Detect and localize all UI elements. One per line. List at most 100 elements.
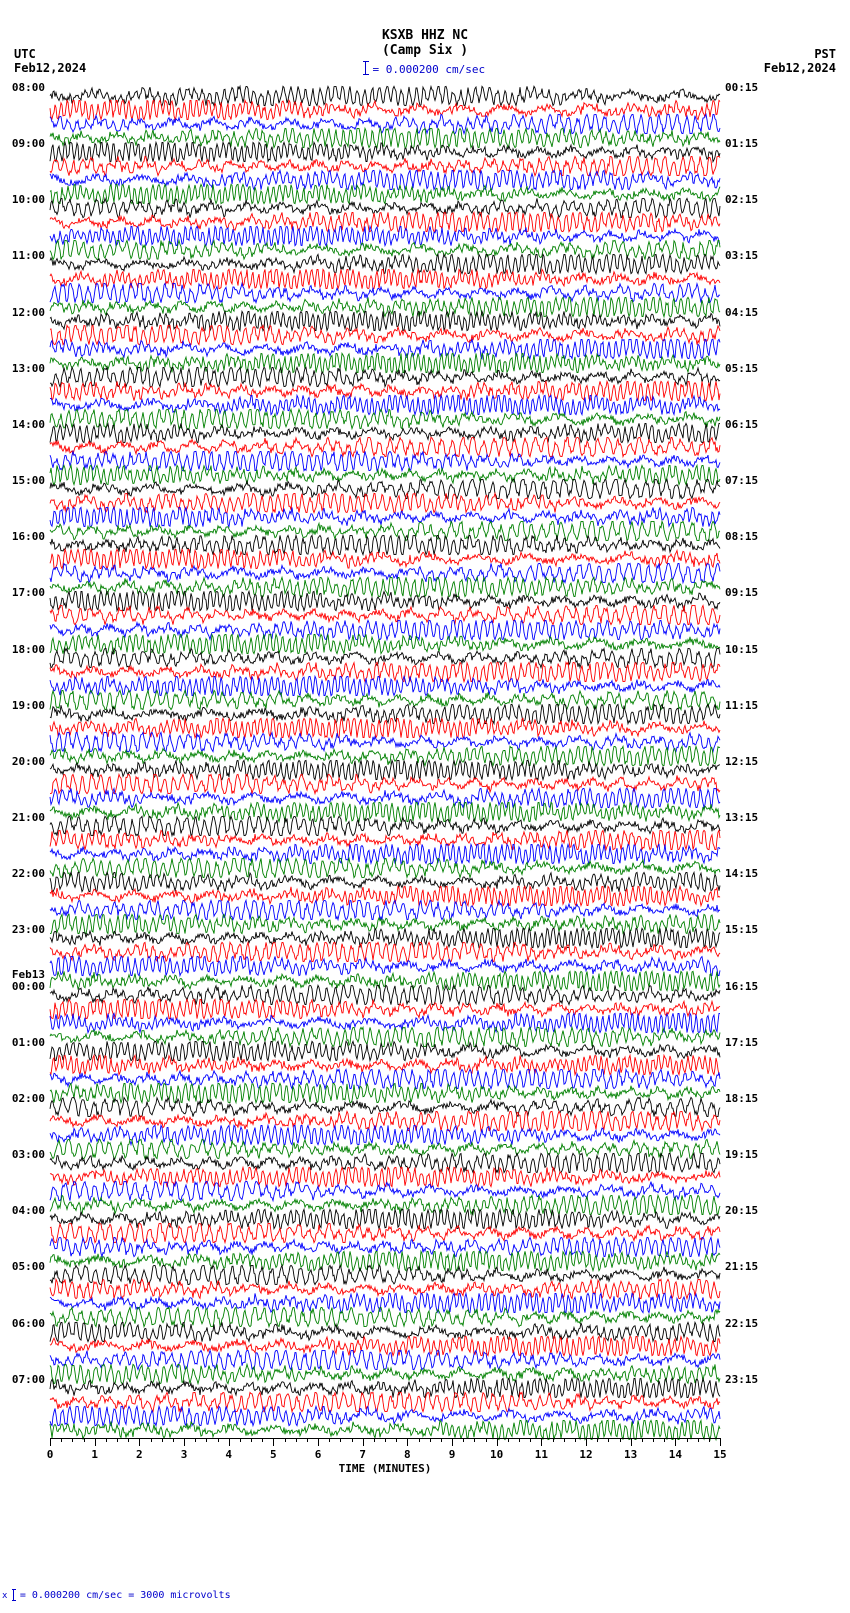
pst-time-label: 09:15: [725, 586, 758, 599]
pst-time-label: 18:15: [725, 1092, 758, 1105]
utc-time-label: 02:00: [12, 1092, 45, 1105]
x-tick-minor: [575, 1438, 576, 1442]
x-tick-minor: [620, 1438, 621, 1442]
x-tick: [631, 1438, 632, 1446]
utc-time-label: 10:00: [12, 193, 45, 206]
pst-time-label: 22:15: [725, 1317, 758, 1330]
x-tick: [675, 1438, 676, 1446]
utc-time-label: 14:00: [12, 418, 45, 431]
x-tick-minor: [206, 1438, 207, 1442]
x-tick-label: 3: [181, 1448, 188, 1461]
title-block: KSXB HHZ NC (Camp Six ): [0, 28, 850, 58]
x-tick-label: 13: [624, 1448, 637, 1461]
x-tick-minor: [84, 1438, 85, 1442]
pst-time-label: 08:15: [725, 530, 758, 543]
utc-time-label: 04:00: [12, 1204, 45, 1217]
tz-left-label: UTC: [14, 47, 86, 61]
trace-row: [50, 1420, 720, 1440]
station-code: KSXB HHZ NC: [0, 28, 850, 43]
utc-time-label: 16:00: [12, 530, 45, 543]
x-axis: TIME (MINUTES) 0123456789101112131415: [50, 1438, 720, 1478]
pst-time-label: 02:15: [725, 193, 758, 206]
pst-time-label: 00:15: [725, 81, 758, 94]
pst-time-label: 15:15: [725, 923, 758, 936]
x-tick: [720, 1438, 721, 1446]
x-tick-minor: [307, 1438, 308, 1442]
utc-time-label: 13:00: [12, 362, 45, 375]
x-tick-minor: [151, 1438, 152, 1442]
scale-text: = 0.000200 cm/sec: [373, 63, 486, 76]
pst-time-label: 06:15: [725, 418, 758, 431]
pst-time-label: 07:15: [725, 474, 758, 487]
footer-scale: x = 0.000200 cm/sec = 3000 microvolts: [2, 1589, 231, 1601]
seismogram-container: KSXB HHZ NC (Camp Six ) UTC Feb12,2024 P…: [0, 0, 850, 1613]
x-tick-minor: [374, 1438, 375, 1442]
x-tick-minor: [296, 1438, 297, 1442]
utc-time-label: 03:00: [12, 1148, 45, 1161]
x-tick: [95, 1438, 96, 1446]
footer-bar-icon: [13, 1589, 14, 1601]
x-tick: [229, 1438, 230, 1446]
x-tick-minor: [463, 1438, 464, 1442]
x-tick-label: 6: [315, 1448, 322, 1461]
utc-time-label: 11:00: [12, 249, 45, 262]
x-tick: [139, 1438, 140, 1446]
scale-indicator: = 0.000200 cm/sec: [0, 63, 850, 77]
x-tick-label: 9: [449, 1448, 456, 1461]
utc-time-label: 23:00: [12, 923, 45, 936]
x-tick-label: 14: [669, 1448, 682, 1461]
x-tick-minor: [664, 1438, 665, 1442]
pst-time-label: 19:15: [725, 1148, 758, 1161]
x-tick-minor: [385, 1438, 386, 1442]
x-tick-minor: [419, 1438, 420, 1442]
utc-time-label: 18:00: [12, 643, 45, 656]
x-tick-label: 2: [136, 1448, 143, 1461]
utc-time-label: 07:00: [12, 1373, 45, 1386]
x-tick-minor: [128, 1438, 129, 1442]
x-tick-label: 1: [91, 1448, 98, 1461]
x-tick-minor: [553, 1438, 554, 1442]
x-tick-minor: [441, 1438, 442, 1442]
x-tick-minor: [195, 1438, 196, 1442]
x-tick-minor: [106, 1438, 107, 1442]
x-tick-minor: [519, 1438, 520, 1442]
x-tick: [50, 1438, 51, 1446]
x-tick: [497, 1438, 498, 1446]
x-tick-minor: [61, 1438, 62, 1442]
x-tick-minor: [396, 1438, 397, 1442]
pst-time-label: 12:15: [725, 755, 758, 768]
utc-time-label: 08:00: [12, 81, 45, 94]
x-tick-label: 0: [47, 1448, 54, 1461]
utc-time-label: 17:00: [12, 586, 45, 599]
utc-time-label: 00:00: [12, 980, 45, 993]
x-tick-label: 12: [579, 1448, 592, 1461]
utc-time-label: 21:00: [12, 811, 45, 824]
x-tick-minor: [709, 1438, 710, 1442]
trace-line: [50, 1420, 720, 1439]
x-tick-minor: [530, 1438, 531, 1442]
x-tick-minor: [608, 1438, 609, 1442]
x-tick-minor: [285, 1438, 286, 1442]
x-tick-label: 8: [404, 1448, 411, 1461]
x-tick-label: 7: [359, 1448, 366, 1461]
x-tick: [273, 1438, 274, 1446]
utc-time-label: 06:00: [12, 1317, 45, 1330]
x-axis-title: TIME (MINUTES): [50, 1462, 720, 1475]
x-tick: [407, 1438, 408, 1446]
pst-time-label: 21:15: [725, 1260, 758, 1273]
x-tick: [586, 1438, 587, 1446]
x-tick-label: 15: [713, 1448, 726, 1461]
pst-time-label: 13:15: [725, 811, 758, 824]
x-tick-minor: [430, 1438, 431, 1442]
pst-time-label: 10:15: [725, 643, 758, 656]
seismogram-plot: 08:0000:1509:0001:1510:0002:1511:0003:15…: [50, 86, 720, 1434]
x-tick-label: 10: [490, 1448, 503, 1461]
utc-time-label: 19:00: [12, 699, 45, 712]
x-tick-minor: [218, 1438, 219, 1442]
utc-time-label: 05:00: [12, 1260, 45, 1273]
x-tick-minor: [251, 1438, 252, 1442]
pst-time-label: 14:15: [725, 867, 758, 880]
x-tick-minor: [653, 1438, 654, 1442]
x-tick: [452, 1438, 453, 1446]
x-tick-label: 4: [225, 1448, 232, 1461]
